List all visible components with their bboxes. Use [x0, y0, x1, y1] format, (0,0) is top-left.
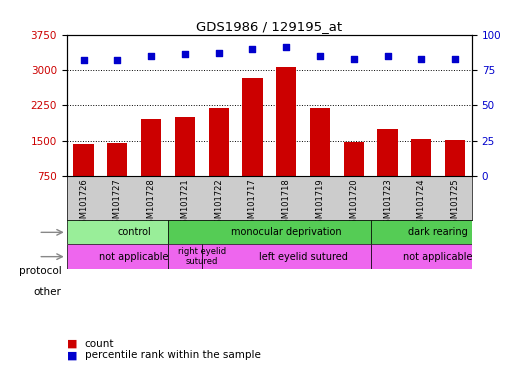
Text: control: control — [117, 227, 151, 237]
Point — [147, 53, 155, 59]
Point — [350, 56, 358, 62]
Bar — [107, 144, 127, 211]
Bar — [175, 117, 195, 211]
Text: ■: ■ — [67, 339, 77, 349]
Point — [417, 56, 425, 62]
Point — [248, 46, 256, 52]
Text: GSM101728: GSM101728 — [147, 178, 155, 229]
Bar — [310, 108, 330, 211]
Point — [181, 51, 189, 58]
Text: not applicable: not applicable — [100, 252, 169, 262]
Text: right eyelid
sutured: right eyelid sutured — [177, 247, 226, 266]
Text: not applicable: not applicable — [403, 252, 473, 262]
Text: GSM101718: GSM101718 — [282, 178, 291, 229]
Text: GSM101722: GSM101722 — [214, 178, 223, 229]
Text: GSM101720: GSM101720 — [349, 178, 358, 229]
Text: ■: ■ — [67, 350, 77, 360]
Bar — [242, 78, 263, 211]
Bar — [168, 220, 370, 245]
Text: dark rearing: dark rearing — [408, 227, 468, 237]
Text: monocular deprivation: monocular deprivation — [231, 227, 342, 237]
Text: GSM101726: GSM101726 — [79, 178, 88, 229]
Text: GSM101725: GSM101725 — [450, 178, 460, 229]
Point — [282, 44, 290, 50]
Bar — [67, 245, 168, 269]
Bar — [73, 144, 94, 211]
Text: GSM101727: GSM101727 — [113, 178, 122, 229]
Bar — [276, 67, 297, 211]
Point — [383, 53, 391, 59]
Bar — [67, 220, 168, 245]
Point — [451, 56, 459, 62]
Text: count: count — [85, 339, 114, 349]
Text: percentile rank within the sample: percentile rank within the sample — [85, 350, 261, 360]
Bar — [208, 108, 229, 211]
Text: GSM101724: GSM101724 — [417, 178, 426, 229]
Text: GSM101719: GSM101719 — [315, 178, 325, 229]
Text: protocol: protocol — [19, 266, 62, 276]
Title: GDS1986 / 129195_at: GDS1986 / 129195_at — [196, 20, 342, 33]
Text: GSM101723: GSM101723 — [383, 178, 392, 229]
Text: other: other — [34, 287, 62, 297]
Point — [113, 57, 122, 63]
Bar — [411, 139, 431, 211]
Bar — [141, 119, 161, 211]
Bar — [370, 220, 472, 245]
Text: left eyelid sutured: left eyelid sutured — [259, 252, 347, 262]
Bar — [378, 129, 398, 211]
Bar — [370, 245, 472, 269]
Point — [80, 57, 88, 63]
Point — [214, 50, 223, 56]
Point — [316, 53, 324, 59]
Bar — [168, 245, 202, 269]
Text: GSM101721: GSM101721 — [181, 178, 189, 229]
Bar — [445, 140, 465, 211]
Bar — [202, 245, 370, 269]
Text: GSM101717: GSM101717 — [248, 178, 257, 229]
Bar — [344, 142, 364, 211]
